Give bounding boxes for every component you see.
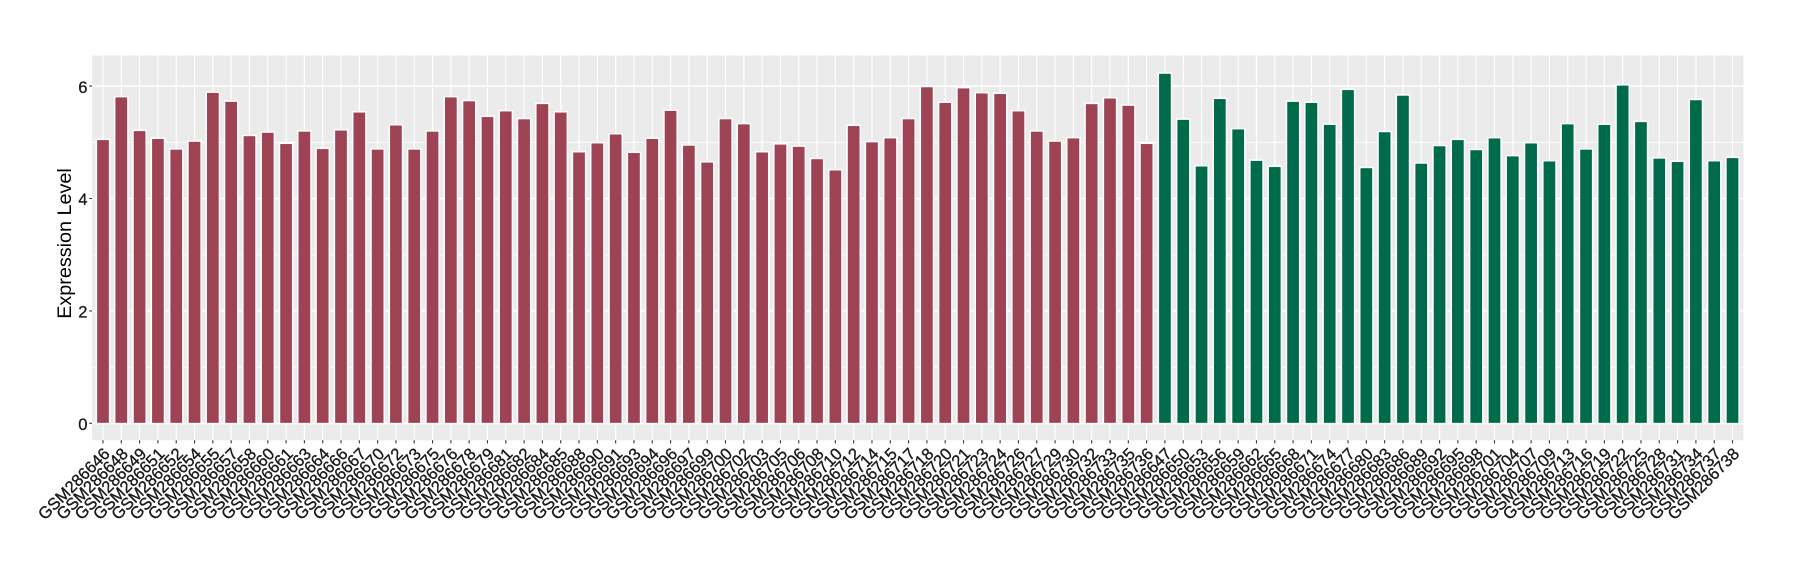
- svg-text:2: 2: [78, 303, 87, 322]
- svg-text:0: 0: [78, 415, 87, 434]
- svg-text:Expression Level: Expression Level: [54, 168, 76, 319]
- svg-text:4: 4: [78, 190, 87, 209]
- svg-text:6: 6: [78, 78, 87, 97]
